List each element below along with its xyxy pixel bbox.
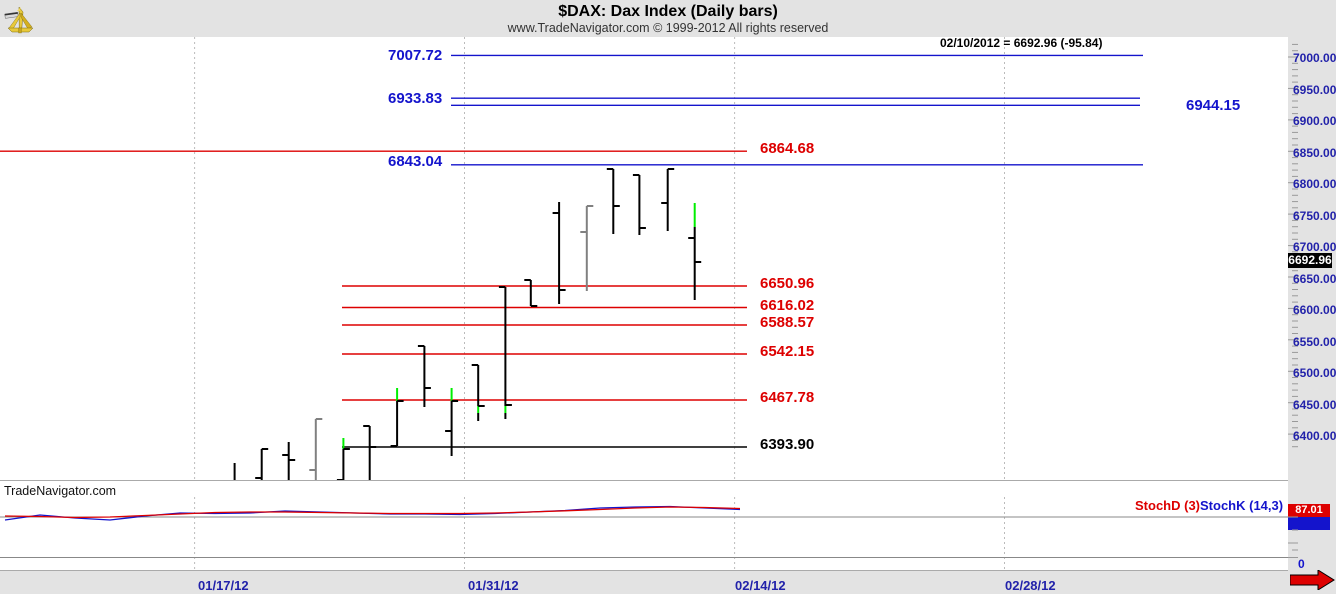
- svg-text:StochK (14,3): StochK (14,3): [1200, 498, 1283, 513]
- svg-text:StochD (3): StochD (3): [1135, 498, 1200, 513]
